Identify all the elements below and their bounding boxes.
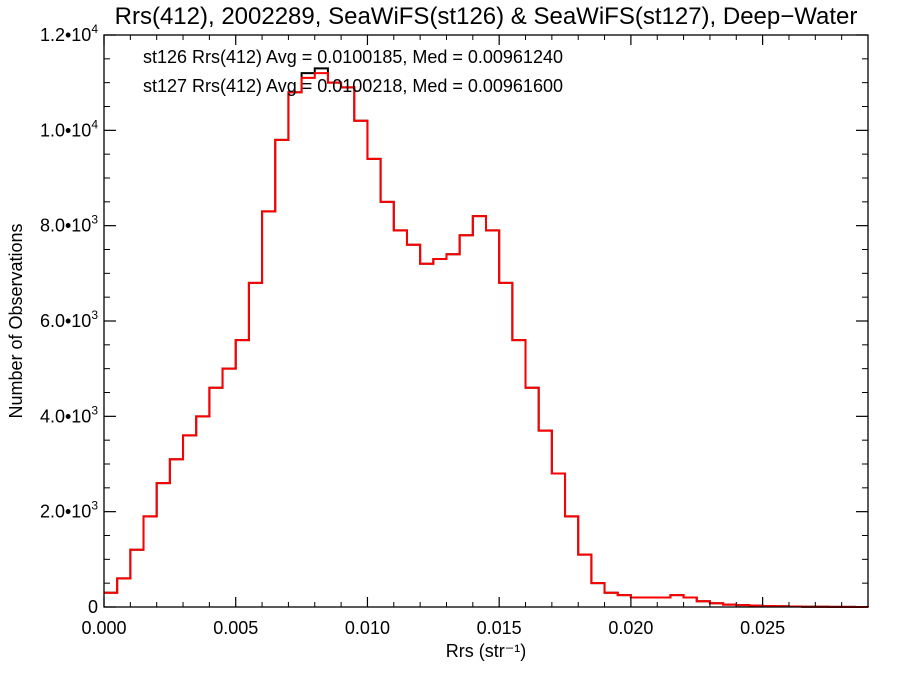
series-line-0 [104,67,869,608]
y-tick-label: 0 [88,597,98,617]
x-tick-label: 0.025 [740,618,785,638]
x-tick-label: 0.010 [345,618,390,638]
x-tick-label: 0.015 [477,618,522,638]
annotation-st126: st126 Rrs(412) Avg = 0.0100185, Med = 0.… [143,47,563,67]
annotation-st127: st127 Rrs(412) Avg = 0.0100218, Med = 0.… [143,76,563,96]
y-tick-label: 1.2•104 [40,22,98,45]
y-tick-label: 6.0•103 [40,308,98,331]
x-tick-label: 0.005 [213,618,258,638]
y-tick-label: 2.0•103 [40,499,98,522]
x-tick-label: 0.020 [608,618,653,638]
series-layer [104,67,869,608]
series-line-1 [104,72,869,608]
y-tick-label: 4.0•103 [40,403,98,426]
y-axis-label: Number of Observations [6,223,26,418]
x-axis-label: Rrs (str⁻¹) [446,641,526,661]
y-tick-label: 1.0•104 [40,117,98,140]
chart-title: Rrs(412), 2002289, SeaWiFS(st126) & SeaW… [115,3,858,30]
plot-frame [103,34,869,608]
x-axis: 0.000 0.005 0.010 0.015 0.020 0.025 [81,35,843,638]
x-tick-label: 0.000 [81,618,126,638]
y-axis: 0 2.0•103 4.0•103 6.0•103 8.0•103 1.0•104 1.2•… [40,22,868,617]
y-tick-label: 8.0•103 [40,213,98,236]
